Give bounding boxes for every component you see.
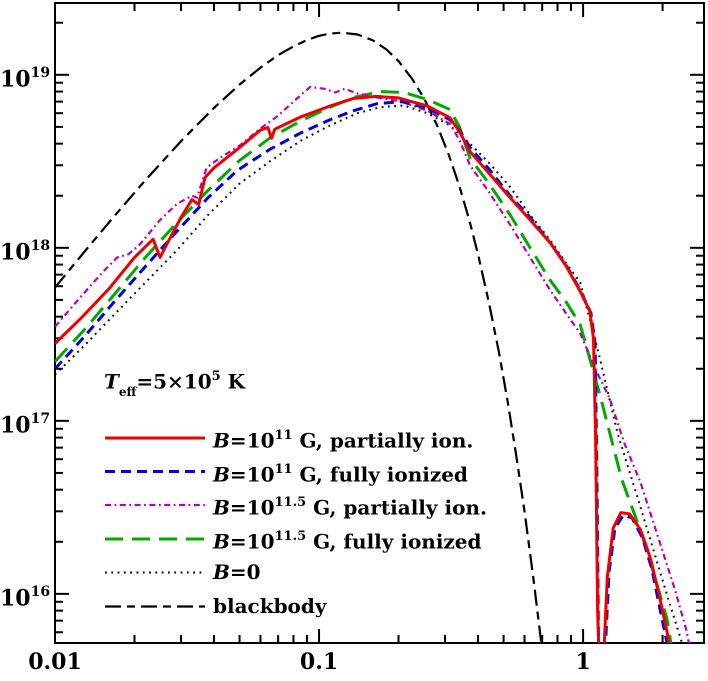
curve-red-partial [55, 94, 671, 643]
curve-b0 [55, 104, 684, 643]
curve-blackbody [55, 31, 543, 643]
curve-blue-full [55, 100, 669, 643]
curve-magenta-partial [55, 85, 690, 643]
plot-frame [54, 2, 705, 644]
